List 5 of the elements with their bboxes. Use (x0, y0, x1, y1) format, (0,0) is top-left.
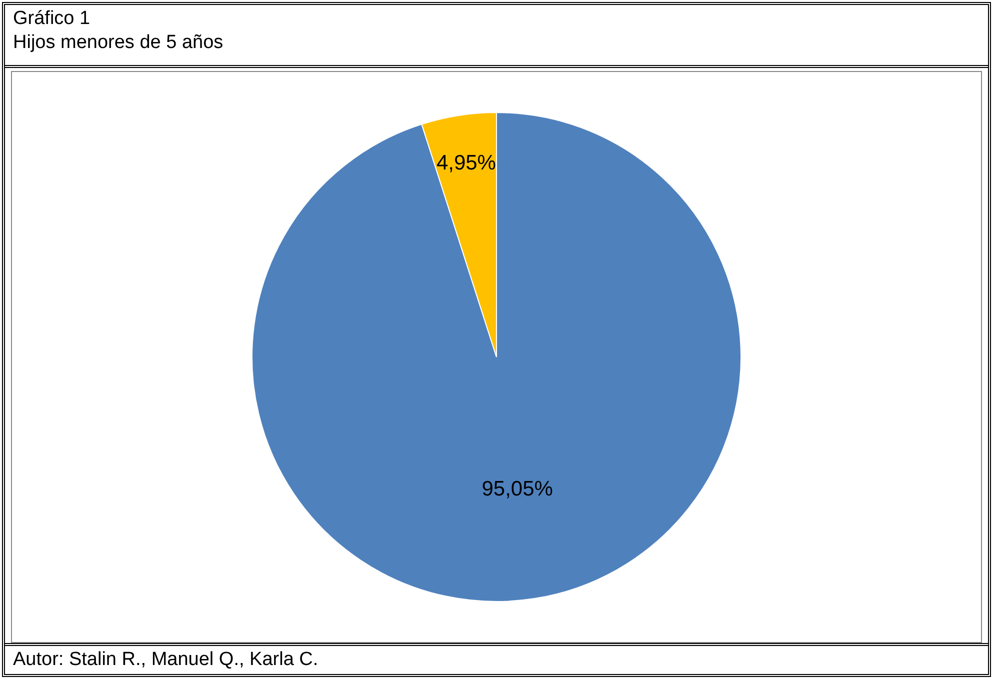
text: Gráfico 1 (13, 7, 92, 31)
chart-subtitle: Hijos menores de 5 años (13, 31, 224, 55)
data-label: 95,05% (482, 478, 553, 501)
data-label: 4,95% (436, 152, 496, 175)
text: Autor: Stalin R., Manuel Q., Karla C. (5, 643, 988, 674)
